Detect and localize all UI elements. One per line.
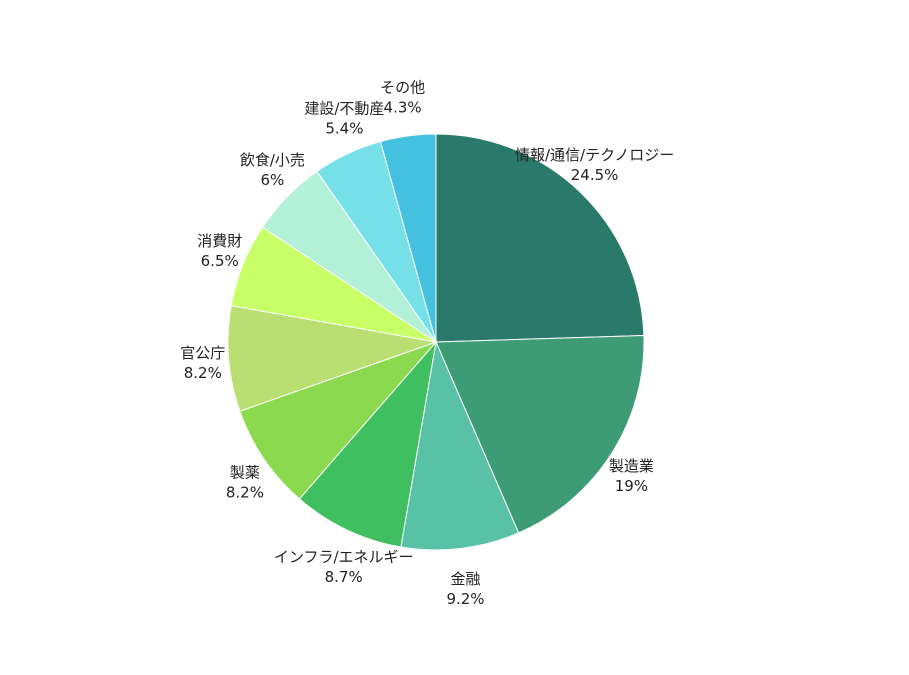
slice-category-label: 製薬 <box>230 463 260 481</box>
slice-category-label: その他 <box>380 78 425 96</box>
slice-value-label: 4.3% <box>384 98 422 116</box>
slice-category-label: インフラ/エネルギー <box>274 548 414 566</box>
pie-slices <box>227 133 645 551</box>
slice-category-label: 官公庁 <box>180 344 225 362</box>
slice-value-label: 6.5% <box>201 252 239 270</box>
pie-slice <box>435 133 645 343</box>
slice-category-label: 金融 <box>450 570 480 588</box>
slice-category-label: 建設/不動産 <box>304 100 384 118</box>
slice-value-label: 8.7% <box>325 568 363 586</box>
slice-value-label: 19% <box>615 477 648 495</box>
slice-value-label: 9.2% <box>446 590 484 608</box>
slice-value-label: 8.2% <box>184 364 222 382</box>
slice-category-label: 飲食/小売 <box>240 151 305 169</box>
pie-slice <box>379 133 437 343</box>
pie-labels: 情報/通信/テクノロジー 24.5% 製造業 19% 金融 9.2% インフラ/エネルギー 8… <box>180 78 674 608</box>
pie-slice <box>298 340 437 548</box>
slice-category-label: 消費財 <box>197 232 242 250</box>
slice-value-label: 24.5% <box>571 166 619 184</box>
pie-slice <box>435 334 645 534</box>
pie-slice <box>239 340 438 500</box>
pie-slice <box>227 305 438 412</box>
pie-slice <box>400 340 520 551</box>
slice-value-label: 6% <box>261 171 285 189</box>
slice-category-label: 製造業 <box>609 457 654 475</box>
slice-value-label: 8.2% <box>226 483 264 501</box>
slice-category-label: 情報/通信/テクノロジー <box>515 146 674 164</box>
slice-value-label: 5.4% <box>325 120 363 138</box>
